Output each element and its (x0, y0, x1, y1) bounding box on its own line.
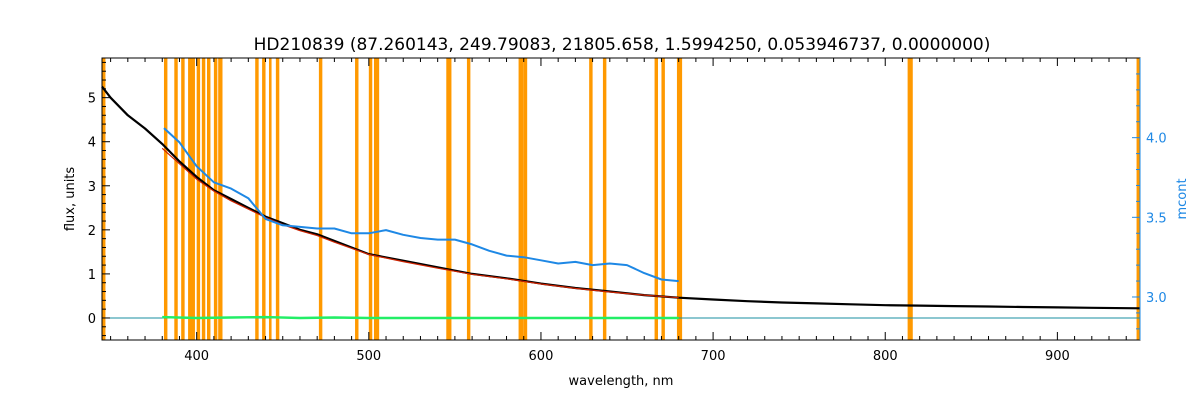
chart-title: HD210839 (87.260143, 249.79083, 21805.65… (254, 35, 991, 55)
masked-region-22 (523, 58, 528, 340)
x-tick-label: 800 (873, 349, 898, 364)
masked-region-29 (1136, 58, 1140, 340)
y-axis-title: flux, units (63, 167, 78, 232)
masked-region-15 (318, 58, 323, 340)
masked-region-7 (201, 58, 206, 340)
masked-region-27 (676, 58, 683, 340)
y2-tick-label: 4.0 (1146, 132, 1167, 147)
masked-region-21 (518, 58, 524, 340)
masked-region-3 (174, 58, 178, 340)
y-axis: 0 1 2 3 4 5 (88, 61, 110, 337)
masked-region-28 (907, 58, 913, 340)
masked-region-2 (163, 58, 168, 340)
series-group (101, 85, 1141, 320)
series-mcont-line (163, 127, 679, 283)
masked-region-1 (102, 58, 106, 340)
y2-axis-title: mcont (1175, 178, 1190, 219)
y2-axis: 3.0 3.5 4.0 (1132, 73, 1167, 330)
y-tick-label: 5 (88, 92, 96, 107)
masked-region-20 (466, 58, 471, 340)
masked-region-11 (255, 58, 259, 340)
y-tick-label: 4 (88, 136, 96, 151)
masked-region-10 (218, 58, 223, 340)
masked-regions (102, 58, 1140, 340)
masked-region-23 (589, 58, 593, 340)
y-tick-label: 1 (88, 268, 96, 283)
masked-region-13 (268, 58, 272, 340)
y2-tick-label: 3.5 (1146, 211, 1167, 226)
masked-region-26 (661, 58, 665, 340)
x-tick-label: 400 (184, 349, 209, 364)
y2-tick-label: 3.0 (1146, 291, 1167, 306)
masked-region-12 (262, 58, 266, 340)
masked-region-16 (355, 58, 359, 340)
x-axis: 400 500 600 700 800 900 (110, 58, 1127, 364)
x-axis-title: wavelength, nm (569, 374, 674, 389)
masked-region-6 (196, 58, 201, 340)
masked-region-5 (188, 58, 195, 340)
x-tick-label: 500 (356, 349, 381, 364)
y-tick-label: 0 (88, 312, 96, 327)
x-tick-label: 900 (1045, 349, 1070, 364)
masked-region-14 (275, 58, 280, 340)
y-tick-label: 3 (88, 180, 96, 195)
masked-region-24 (602, 58, 607, 340)
x-tick-label: 600 (529, 349, 554, 364)
masked-region-19 (446, 58, 452, 340)
masked-region-8 (207, 58, 211, 340)
series-model-line (161, 147, 679, 299)
masked-region-18 (373, 58, 380, 340)
y-tick-label: 2 (88, 224, 96, 239)
masked-region-9 (213, 58, 218, 340)
masked-region-17 (368, 58, 373, 340)
masked-region-25 (654, 58, 659, 340)
x-tick-label: 700 (701, 349, 726, 364)
series-residual-line (162, 315, 679, 320)
masked-region-4 (181, 58, 185, 340)
